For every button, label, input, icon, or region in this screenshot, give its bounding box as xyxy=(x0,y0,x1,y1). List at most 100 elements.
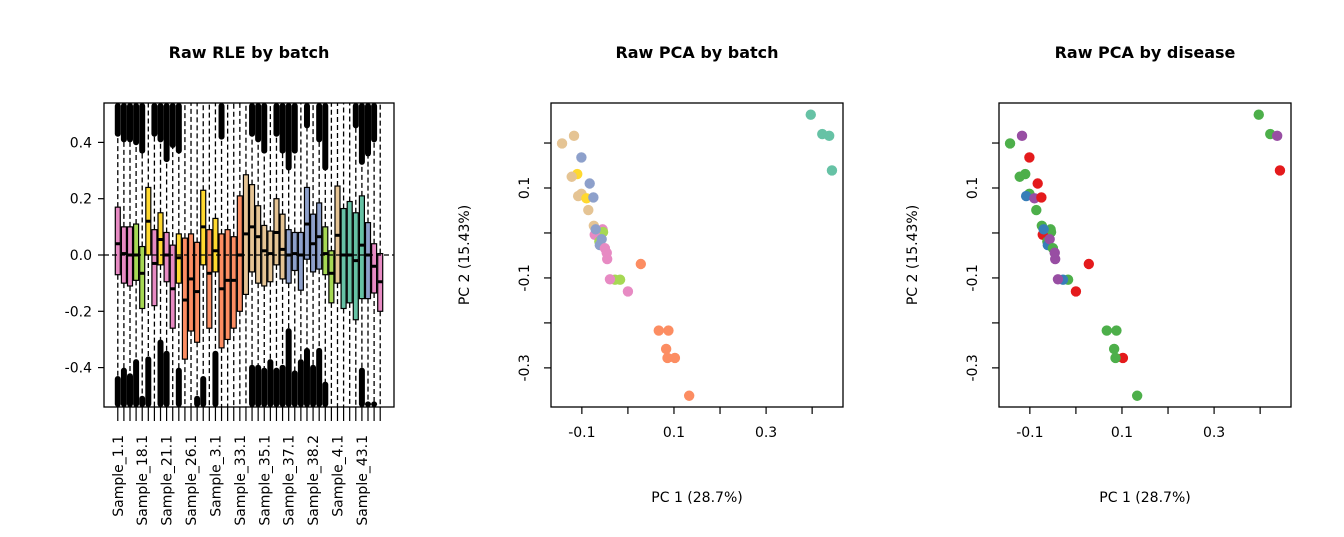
outliers-upper xyxy=(322,103,329,171)
box xyxy=(151,229,158,307)
box xyxy=(212,217,219,273)
box-13 xyxy=(187,103,195,407)
box-32 xyxy=(303,103,311,407)
outliers-upper xyxy=(157,103,164,143)
data-point xyxy=(556,138,568,149)
outliers-upper xyxy=(114,103,121,137)
data-point xyxy=(622,286,634,297)
data-point xyxy=(604,274,616,285)
x-tick-label: Sample_3.1 xyxy=(208,435,224,517)
data-point xyxy=(596,234,607,245)
box xyxy=(187,233,195,332)
outliers-upper xyxy=(371,103,378,143)
data-point xyxy=(1032,178,1043,189)
x-tick-label: Sample_33.1 xyxy=(233,435,249,526)
plot-frame xyxy=(998,102,1292,408)
data-point xyxy=(653,325,664,336)
outliers-lower xyxy=(291,370,298,407)
y-tick-label: -0.3 xyxy=(517,354,533,381)
outliers-upper xyxy=(133,103,140,146)
data-point xyxy=(584,178,595,189)
box-28 xyxy=(279,103,286,407)
box xyxy=(133,223,140,281)
data-point xyxy=(1101,325,1112,336)
data-point xyxy=(1031,204,1042,216)
box xyxy=(322,226,329,276)
data-point xyxy=(1020,190,1032,202)
data-point xyxy=(1108,343,1120,355)
box-17 xyxy=(212,103,219,407)
box-26 xyxy=(267,103,274,407)
y-tick-label: 0.1 xyxy=(517,177,533,199)
data-point xyxy=(1111,325,1122,336)
box-4 xyxy=(133,103,140,407)
data-point xyxy=(572,190,584,202)
y-tick-label: -0.4 xyxy=(65,361,92,377)
data-point xyxy=(568,130,580,142)
x-tick-label: -0.1 xyxy=(1016,425,1043,441)
x-axis-label: PC 1 (28.7%) xyxy=(1099,490,1190,506)
x-tick-label: Sample_26.1 xyxy=(184,435,200,526)
y-tick-label: 0.4 xyxy=(70,135,92,151)
y-tick-label: 0.0 xyxy=(70,248,92,264)
outliers-lower xyxy=(249,364,256,407)
box xyxy=(230,236,237,329)
data-point xyxy=(683,390,695,401)
data-point xyxy=(588,192,599,203)
x-tick-label: Sample_4.1 xyxy=(330,435,346,517)
pca-batch-panel: Raw PCA by batch -0.1 0.1 0.3 0.1 -0.1 -0.3 PC … xyxy=(457,43,844,506)
data-point xyxy=(669,352,681,364)
outliers-lower xyxy=(157,339,164,407)
outliers-upper xyxy=(255,103,262,143)
data-point xyxy=(583,204,594,216)
data-point xyxy=(805,109,816,120)
data-point xyxy=(1110,352,1121,364)
plot-area xyxy=(556,109,838,401)
outliers-upper xyxy=(175,103,182,154)
outliers-lower xyxy=(133,359,140,407)
box-39 xyxy=(346,103,353,407)
outliers-upper xyxy=(303,103,310,129)
outliers-lower xyxy=(255,364,262,407)
y-tick-label: 0.1 xyxy=(965,177,981,199)
box-10 xyxy=(169,103,176,407)
box-29 xyxy=(285,103,292,407)
box xyxy=(267,230,274,283)
outliers-upper xyxy=(279,103,286,154)
box-23 xyxy=(248,103,256,407)
y-tick-label: -0.3 xyxy=(965,354,981,381)
outliers-upper xyxy=(249,103,256,137)
box-43 xyxy=(371,103,378,407)
data-point xyxy=(823,130,835,142)
x-tick-label: 0.3 xyxy=(755,425,777,441)
box-11 xyxy=(175,103,182,407)
x-tick-label: 0.1 xyxy=(663,425,685,441)
outliers-lower xyxy=(365,401,372,407)
box-7 xyxy=(151,103,158,407)
y-axis-label: PC 2 (15.43%) xyxy=(905,205,921,305)
data-point xyxy=(1253,109,1264,120)
outliers-upper xyxy=(218,103,225,140)
chart-title: Raw PCA by disease xyxy=(1055,43,1236,62)
plot-area xyxy=(104,103,394,407)
outliers-upper xyxy=(139,103,146,154)
box xyxy=(139,245,146,310)
box xyxy=(255,205,262,284)
data-point xyxy=(662,352,673,364)
box xyxy=(340,207,347,310)
box-41 xyxy=(358,103,365,407)
outliers-lower xyxy=(163,350,170,407)
box-20 xyxy=(230,103,237,407)
outliers-upper xyxy=(316,103,323,143)
data-point xyxy=(1049,253,1061,265)
y-tick-label: -0.1 xyxy=(965,264,981,291)
box-37 xyxy=(334,103,341,407)
data-point xyxy=(1083,258,1095,270)
box-33 xyxy=(309,103,317,407)
data-point xyxy=(1070,286,1082,297)
box-25 xyxy=(261,103,268,407)
data-point xyxy=(1271,130,1283,142)
outliers-lower xyxy=(212,350,219,407)
box xyxy=(114,206,121,276)
pca-disease-panel: Raw PCA by disease -0.1 0.1 0.3 0.1 -0.1 -0.3 P… xyxy=(905,43,1292,506)
